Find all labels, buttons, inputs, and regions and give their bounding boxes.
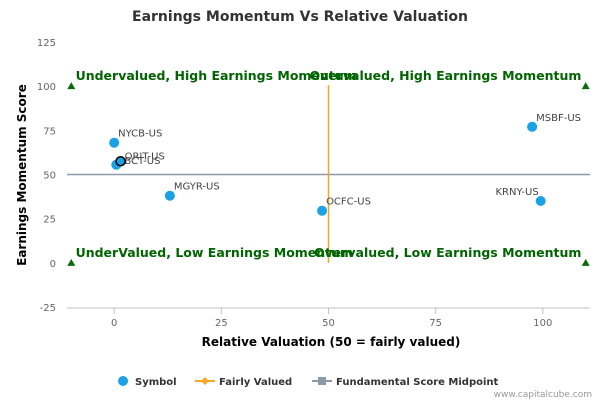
legend-fairly-valued-marker [201,377,209,385]
data-point-label: MSBF-US [536,113,581,124]
x-tick-label: 50 [322,318,335,329]
data-point-label: MGYR-US [174,182,220,193]
y-tick-label: 125 [37,38,56,49]
quadrant-label: Overvalued, Low Earnings Momentum [314,245,581,260]
plot-area: 0 25 50 75 100 -25 0 25 50 75 100 125 Undervalued, H… [37,38,590,329]
quadrant-corner-marker [581,82,590,90]
x-axis-label: Relative Valuation (50 = fairly valued) [202,335,461,349]
data-point [535,196,546,206]
x-tick-label: 75 [429,318,442,329]
data-point-label: KRNY-US [496,187,539,198]
quadrant-label: UnderValued, Low Earnings Momentum [76,245,354,260]
quadrant-corner-marker [581,258,590,266]
data-point-label: OCFC-US [326,197,371,208]
pointer-ring-icon [115,156,126,167]
legend-fairly-valued-label: Fairly Valued [219,377,292,388]
quadrant-corner-marker [67,258,76,266]
y-tick-label: -25 [40,303,56,314]
y-tick-label: 75 [43,126,56,137]
chart-title: Earnings Momentum Vs Relative Valuation [132,9,468,25]
legend-item-symbol[interactable]: Symbol [118,376,177,388]
x-tick-label: 0 [111,318,117,329]
data-point-label: PBCT-US [118,156,160,167]
legend-symbol-label: Symbol [135,377,177,388]
data-point-label: ORIT-US [125,151,165,162]
data-point [115,156,126,167]
legend: Symbol Fairly Valued Fundamental Score M… [118,376,499,388]
legend-item-fairly-valued[interactable]: Fairly Valued [195,377,292,388]
y-tick-label: 50 [43,171,56,182]
y-tick-label: 100 [37,82,56,93]
quadrant-corner-marker [67,82,76,90]
legend-item-fundamental-score-midpoint[interactable]: Fundamental Score Midpoint [312,377,499,388]
y-tick-label: 25 [43,215,56,226]
quadrant-label: Overvalued, High Earnings Momentum [309,68,581,83]
credit-text: www.capitalcube.com [494,390,592,400]
y-axis-label: Earnings Momentum Score [15,84,29,266]
x-tick-label: 100 [533,318,552,329]
legend-midpoint-label: Fundamental Score Midpoint [336,377,499,388]
data-point [317,205,328,216]
data-point [527,121,538,132]
legend-symbol-marker [118,376,128,386]
x-tick-label: 25 [215,318,228,329]
legend-midpoint-marker [318,377,326,385]
data-point-label: NYCB-US [118,129,162,140]
data-point [109,137,120,148]
data-point [164,190,175,201]
quadrant-label: Undervalued, High Earnings Momentum [76,68,357,83]
y-tick-label: 0 [50,259,56,270]
